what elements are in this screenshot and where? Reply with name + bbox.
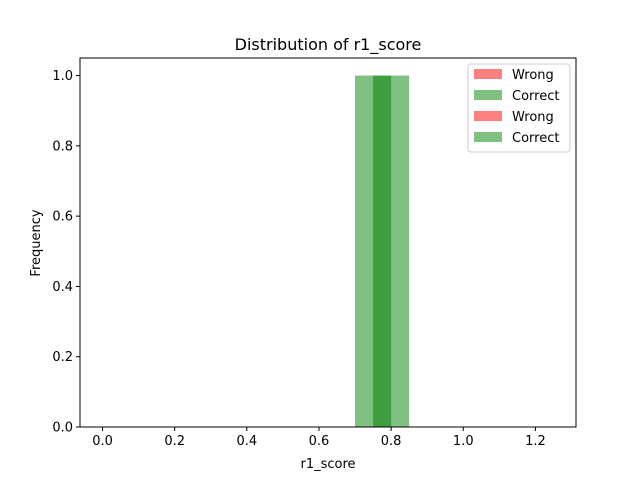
x-axis: 0.0 0.2 0.4 0.6 0.8 1.0 1.2 <box>92 427 546 449</box>
x-axis-title: r1_score <box>300 457 355 472</box>
legend-label-correct: Correct <box>512 89 559 104</box>
legend-label-wrong: Wrong <box>512 68 554 83</box>
x-tick-label: 1.2 <box>525 434 546 449</box>
y-axis: 0.0 0.2 0.4 0.6 0.8 1.0 <box>52 69 80 436</box>
legend-swatch-correct <box>474 90 502 100</box>
x-tick-label: 1.0 <box>453 434 474 449</box>
bar-correct-3-0 <box>355 75 410 428</box>
legend: Wrong Correct Wrong Correct <box>467 63 571 153</box>
y-tick-label: 0.6 <box>52 210 73 225</box>
legend-swatch-wrong <box>474 111 502 121</box>
bars-layer <box>355 75 410 428</box>
x-tick-label: 0.6 <box>309 434 330 449</box>
x-tick-label: 0.4 <box>236 434 257 449</box>
y-axis-title: Frequency <box>29 209 44 276</box>
y-tick-label: 1.0 <box>52 69 73 84</box>
legend-box <box>467 63 571 153</box>
x-tick-label: 0.8 <box>381 434 402 449</box>
legend-label-correct: Correct <box>512 131 559 146</box>
chart-title: Distribution of r1_score <box>235 35 422 55</box>
legend-label-wrong: Wrong <box>512 110 554 125</box>
legend-swatch-correct <box>474 132 502 142</box>
x-tick-label: 0.0 <box>92 434 113 449</box>
plot-frame <box>79 57 577 428</box>
y-tick-label: 0.8 <box>52 139 73 154</box>
x-tick-label: 0.2 <box>164 434 185 449</box>
legend-swatch-wrong <box>474 69 502 79</box>
y-tick-label: 0.2 <box>52 350 73 365</box>
y-tick-label: 0.4 <box>52 280 73 295</box>
y-tick-label: 0.0 <box>52 421 73 436</box>
